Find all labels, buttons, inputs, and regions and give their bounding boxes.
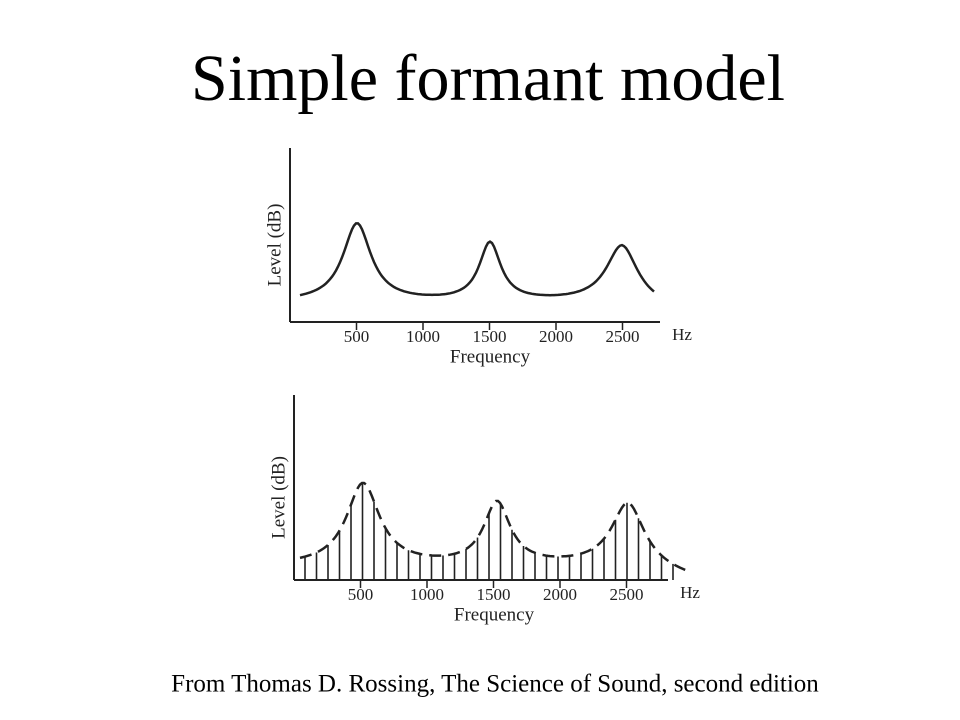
x-tick-label: 1000 (406, 327, 440, 346)
x-axis-label: Frequency (454, 604, 535, 625)
x-unit: Hz (672, 325, 692, 344)
x-tick-label: 2000 (539, 327, 573, 346)
x-tick-label: 1000 (410, 585, 444, 604)
x-tick-label: 2000 (543, 585, 577, 604)
x-tick-label: 500 (348, 585, 374, 604)
caption: From Thomas D. Rossing, The Science of S… (171, 671, 819, 698)
figures: 500 1000 1500 2000 2500 Hz Frequency Level (dB)… (264, 148, 700, 625)
x-tick-label: 1500 (473, 327, 507, 346)
x-unit: Hz (680, 583, 700, 602)
x-axis-label: Frequency (450, 346, 531, 367)
spectrum-envelope (299, 481, 691, 573)
y-axis-label: Level (dB) (268, 456, 289, 539)
x-tick-label: 2500 (610, 585, 644, 604)
x-tick-label: 2500 (606, 327, 640, 346)
y-axis-label: Level (dB) (264, 204, 285, 287)
spectrum-envelope (299, 222, 655, 297)
slide-title: Simple formant model (191, 42, 785, 115)
x-tick-label: 500 (344, 327, 370, 346)
x-tick-label: 1500 (477, 585, 511, 604)
